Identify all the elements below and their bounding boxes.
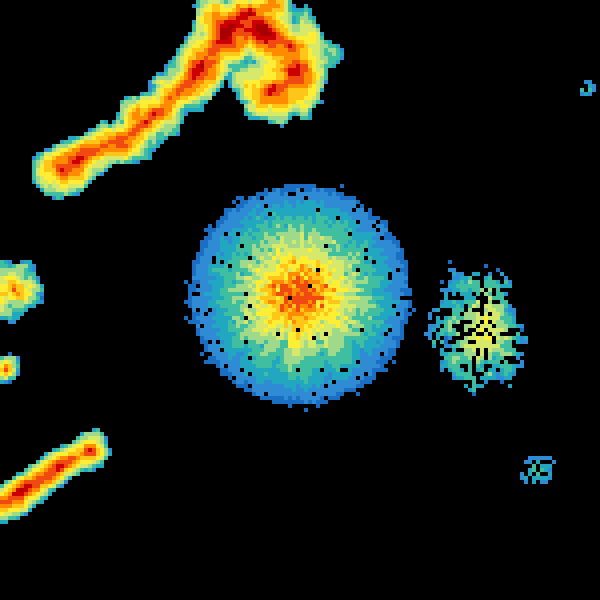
- radar-reflectivity-canvas: [0, 0, 600, 600]
- radar-image-panel: [0, 0, 600, 600]
